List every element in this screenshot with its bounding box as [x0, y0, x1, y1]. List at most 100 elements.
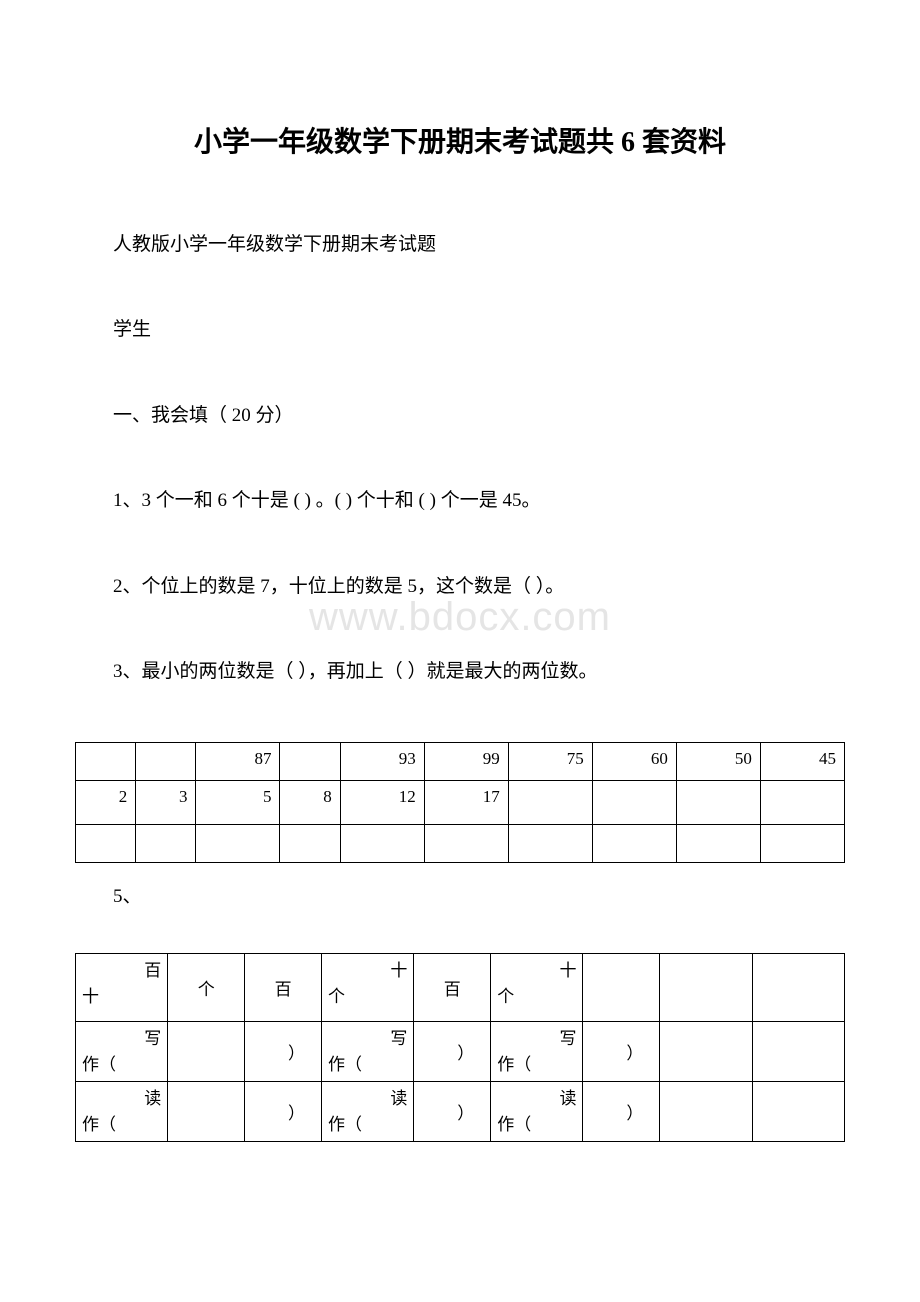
table-row: 百 十 个 百 十 个 百 十 个: [76, 954, 845, 1022]
student-label: 学生: [75, 315, 845, 345]
table-cell: 百: [414, 954, 491, 1022]
table-cell: [752, 1022, 844, 1082]
cell-text: 百: [82, 958, 161, 984]
cell-text: 作（: [328, 1112, 407, 1138]
cell-text: 个: [328, 984, 407, 1010]
cell-text: 十: [328, 958, 407, 984]
table-cell: ）: [414, 1082, 491, 1142]
cell-text: ）: [457, 1039, 474, 1064]
table-cell: [168, 1082, 245, 1142]
table-cell: 2: [76, 781, 136, 825]
table-cell: 87: [196, 743, 280, 781]
table-cell: ）: [414, 1022, 491, 1082]
table-cell: 5: [196, 781, 280, 825]
cell-text: 作（: [82, 1052, 161, 1078]
table-cell: [752, 1082, 844, 1142]
cell-text: 读: [497, 1086, 576, 1112]
table-cell: 十 个: [322, 954, 414, 1022]
data-table-1: 87 93 99 75 60 50 45 2 3 5 8 12 17: [75, 742, 845, 863]
document-title: 小学一年级数学下册期末考试题共 6 套资料: [75, 120, 845, 160]
table-cell: 75: [508, 743, 592, 781]
cell-text: ）: [626, 1039, 643, 1064]
table-cell: [660, 1022, 752, 1082]
table-cell: 写 作（: [491, 1022, 583, 1082]
document-content: 小学一年级数学下册期末考试题共 6 套资料 人教版小学一年级数学下册期末考试题 …: [75, 120, 845, 1142]
table-cell: [583, 954, 660, 1022]
cell-text: 读: [328, 1086, 407, 1112]
table-cell: ）: [245, 1082, 322, 1142]
table-cell: 99: [424, 743, 508, 781]
cell-text: ）: [288, 1039, 305, 1064]
table-cell: 个: [168, 954, 245, 1022]
cell-text: 百: [444, 975, 461, 1000]
section-header: 一、我会填（ 20 分）: [75, 401, 845, 431]
cell-text: 十: [497, 958, 576, 984]
table-cell: 93: [340, 743, 424, 781]
table-cell: [76, 825, 136, 863]
cell-text: 写: [328, 1026, 407, 1052]
cell-text: 写: [82, 1026, 161, 1052]
table-cell: 十 个: [491, 954, 583, 1022]
table-cell: [340, 825, 424, 863]
table-cell: 读 作（: [491, 1082, 583, 1142]
table-cell: [424, 825, 508, 863]
table-cell: [660, 954, 752, 1022]
cell-text: 读: [82, 1086, 161, 1112]
table-cell: [660, 1082, 752, 1142]
table-cell: [676, 825, 760, 863]
question-2: 2、个位上的数是 7，十位上的数是 5，这个数是（ ）。: [75, 572, 845, 602]
cell-text: 十: [82, 984, 161, 1010]
question-5: 5、: [75, 881, 845, 908]
table-cell: 8: [280, 781, 340, 825]
cell-text: ）: [457, 1099, 474, 1124]
table-cell: 百 十: [76, 954, 168, 1022]
table-cell: 百: [245, 954, 322, 1022]
cell-text: 个: [198, 975, 215, 1000]
cell-text: 百: [275, 975, 292, 1000]
table-cell: [136, 825, 196, 863]
table-cell: 3: [136, 781, 196, 825]
cell-text: ）: [288, 1099, 305, 1124]
table-cell: 写 作（: [322, 1022, 414, 1082]
table-cell: [752, 954, 844, 1022]
table-cell: [760, 825, 844, 863]
table-row: 2 3 5 8 12 17: [76, 781, 845, 825]
table-cell: [76, 743, 136, 781]
table-cell: 45: [760, 743, 844, 781]
cell-text: 作（: [328, 1052, 407, 1078]
question-3: 3、最小的两位数是（ ），再加上（ ）就是最大的两位数。: [75, 657, 845, 687]
table-cell: 写 作（: [76, 1022, 168, 1082]
data-table-2: 百 十 个 百 十 个 百 十 个: [75, 953, 845, 1142]
cell-text: 作（: [82, 1112, 161, 1138]
table-cell: 60: [592, 743, 676, 781]
table-cell: 17: [424, 781, 508, 825]
table-cell: 50: [676, 743, 760, 781]
table-row: 读 作（ ） 读 作（ ） 读 作（: [76, 1082, 845, 1142]
table-cell: [676, 781, 760, 825]
question-1: 1、3 个一和 6 个十是 ( ) 。( ) 个十和 ( ) 个一是 45。: [75, 486, 845, 516]
table-cell: [136, 743, 196, 781]
table-cell: ）: [245, 1022, 322, 1082]
table-row: 87 93 99 75 60 50 45: [76, 743, 845, 781]
table-cell: [168, 1022, 245, 1082]
table-cell: [592, 781, 676, 825]
cell-text: 个: [497, 984, 576, 1010]
table-cell: ）: [583, 1082, 660, 1142]
table-cell: [508, 825, 592, 863]
table-cell: [592, 825, 676, 863]
subtitle-text: 人教版小学一年级数学下册期末考试题: [75, 230, 845, 260]
table-cell: 读 作（: [76, 1082, 168, 1142]
table-row: 写 作（ ） 写 作（ ） 写 作（: [76, 1022, 845, 1082]
table-cell: [280, 743, 340, 781]
cell-text: 写: [497, 1026, 576, 1052]
table-row: [76, 825, 845, 863]
table-cell: [760, 781, 844, 825]
table-cell: [196, 825, 280, 863]
cell-text: ）: [626, 1099, 643, 1124]
table-cell: 读 作（: [322, 1082, 414, 1142]
table-cell: 12: [340, 781, 424, 825]
cell-text: 作（: [497, 1112, 576, 1138]
table-cell: [280, 825, 340, 863]
table-cell: ）: [583, 1022, 660, 1082]
cell-text: 作（: [497, 1052, 576, 1078]
